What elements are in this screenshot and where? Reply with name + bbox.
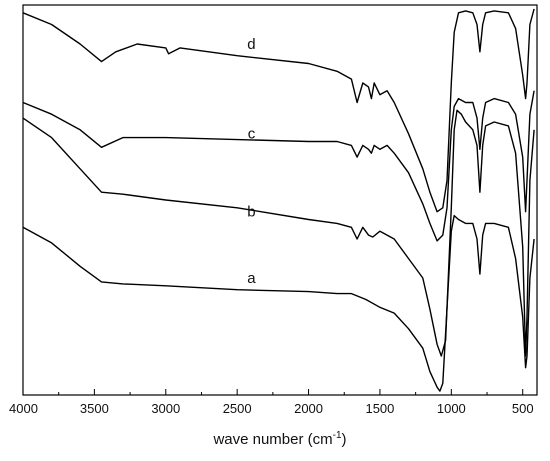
x-axis-ticks: 4000 3500 3000 2500 2000 1500 1000 500 xyxy=(9,389,534,416)
curve-label-b: b xyxy=(247,204,255,221)
x-tick-label: 1500 xyxy=(365,401,394,416)
curve-label-d: d xyxy=(247,36,255,53)
x-tick-label: 3500 xyxy=(80,401,109,416)
x-axis-title: wave number (cm-1) xyxy=(212,430,346,448)
x-tick-label: 2000 xyxy=(294,401,323,416)
x-axis-title-close: ) xyxy=(342,431,347,448)
series-line-a xyxy=(22,214,535,392)
curve-label-c: c xyxy=(248,126,256,143)
series-line-b xyxy=(22,109,535,357)
x-tick-label: 4000 xyxy=(9,401,38,416)
plot-frame xyxy=(22,4,538,396)
curves-group xyxy=(22,8,535,392)
x-tick-label: 2500 xyxy=(223,401,252,416)
curve-labels-group: d c b a xyxy=(247,36,256,287)
series-line-c xyxy=(22,90,535,242)
x-tick-label: 500 xyxy=(512,401,534,416)
x-axis-title-superscript: -1 xyxy=(333,430,342,441)
x-tick-label: 3000 xyxy=(151,401,180,416)
series-line-d xyxy=(22,8,535,213)
x-tick-label: 1000 xyxy=(437,401,466,416)
curve-label-a: a xyxy=(247,270,256,287)
